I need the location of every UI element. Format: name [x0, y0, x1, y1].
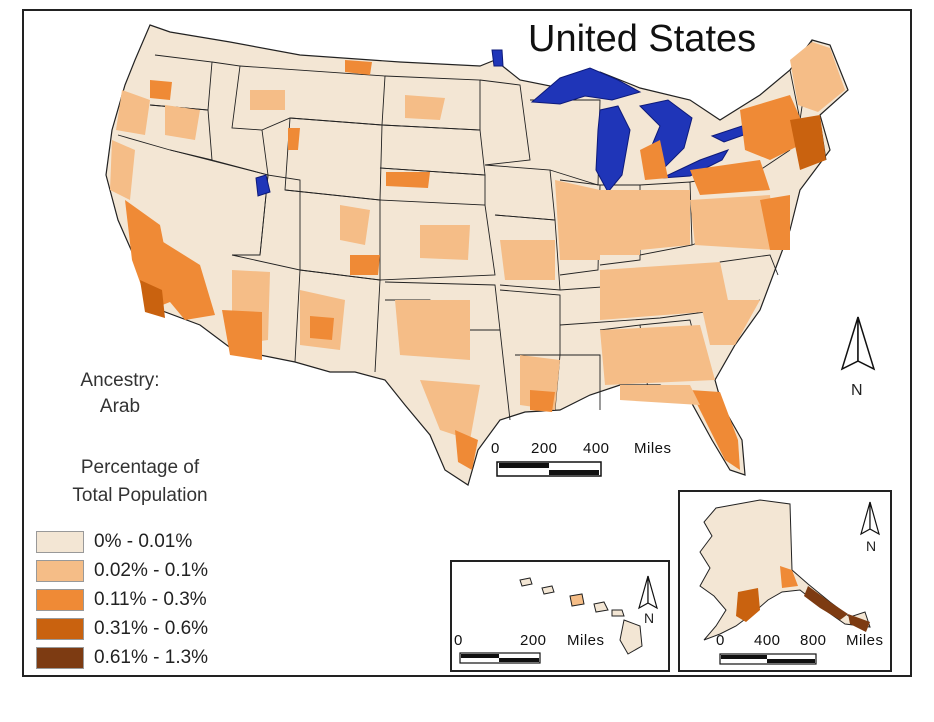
map-title: United States [528, 18, 757, 60]
legend-swatch [36, 530, 84, 553]
legend-label: 0.31% - 0.6% [94, 617, 209, 639]
alaska-scale-tick: 800 [800, 632, 827, 649]
legend-label: 0% - 0.01% [94, 530, 193, 552]
mainland-scale-tick: 0 [491, 440, 500, 457]
legend-label: 0.61% - 1.3% [94, 646, 209, 668]
north-arrow-icon [860, 501, 880, 536]
mainland-scale-tick: 400 [583, 440, 610, 457]
mainland-scale-bar [496, 461, 602, 477]
lake-superior [530, 67, 642, 105]
lake-michigan [595, 105, 631, 193]
alaska-map [699, 499, 880, 665]
lake-of-the-woods [491, 49, 504, 67]
hawaii-scale-tick: 0 [454, 632, 463, 649]
legend-swatch [36, 646, 84, 669]
alaska-scale-unit: Miles [846, 632, 884, 649]
ancestry-label: Ancestry: Arab [60, 368, 180, 420]
legend-label: 0.11% - 0.3% [94, 588, 207, 610]
legend-title-line2: Total Population [72, 485, 208, 506]
legend-row: 0.02% - 0.1% [36, 556, 208, 585]
alaska-scale-tick: 0 [716, 632, 725, 649]
mainland-us [105, 24, 849, 486]
north-arrow-icon [638, 575, 658, 610]
legend-row: 0.61% - 1.3% [36, 643, 208, 672]
hawaii-map [459, 575, 658, 664]
legend-title-line1: Percentage of [80, 457, 200, 478]
mainland-scale-tick: 200 [531, 440, 558, 457]
legend-swatch [36, 617, 84, 640]
legend: 0% - 0.01% 0.02% - 0.1% 0.11% - 0.3% 0.3… [36, 527, 208, 672]
lake-erie [661, 149, 730, 179]
legend-title: Percentage of Total Population [35, 454, 245, 510]
legend-swatch [36, 588, 84, 611]
alaska-scale-tick: 400 [754, 632, 781, 649]
hawaii-north-label: N [644, 610, 655, 626]
hawaii-inset: 0 200 Miles N [450, 560, 670, 672]
north-arrow-icon [840, 316, 876, 371]
legend-row: 0.11% - 0.3% [36, 585, 208, 614]
hawaii-scale-unit: Miles [567, 632, 605, 649]
mainland-scale-unit: Miles [634, 440, 672, 457]
legend-swatch [36, 559, 84, 582]
north-label: N [851, 382, 863, 399]
legend-label: 0.02% - 0.1% [94, 559, 209, 581]
alaska-north-label: N [866, 538, 877, 554]
county-shading [110, 42, 845, 470]
legend-row: 0% - 0.01% [36, 527, 208, 556]
ancestry-line1: Ancestry: [80, 370, 160, 391]
legend-row: 0.31% - 0.6% [36, 614, 208, 643]
great-salt-lake [255, 174, 271, 197]
hawaii-scale-tick: 200 [520, 632, 547, 649]
alaska-inset: 0 400 800 Miles N [678, 490, 892, 672]
ancestry-line2: Arab [99, 396, 141, 417]
